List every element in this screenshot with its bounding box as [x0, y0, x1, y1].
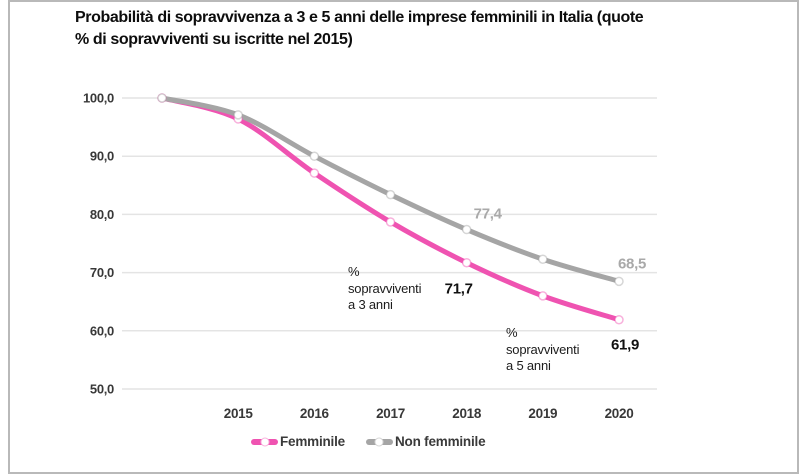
data-point-marker	[614, 276, 624, 287]
y-tick-label: 70,0	[90, 265, 114, 280]
point-label-68-5: 68,5	[618, 255, 646, 272]
y-tick-label: 100,0	[83, 91, 114, 106]
legend-item-femminile[interactable]: Femminile	[251, 434, 345, 449]
non-femminile-marker-icon	[374, 437, 384, 446]
non-femminile-line-icon	[365, 437, 393, 446]
femminile-marker-icon	[260, 437, 269, 446]
x-tick-label: 2020	[605, 406, 634, 421]
legend-label-femminile: Femminile	[280, 434, 345, 449]
x-tick-label: 2017	[376, 406, 405, 421]
series-line-non-femminile	[159, 95, 622, 284]
y-tick-label: 90,0	[90, 149, 114, 164]
chart-title: Probabilità di sopravvivenza a 3 e 5 ann…	[75, 9, 644, 48]
y-tick-label: 60,0	[90, 323, 114, 338]
data-point-marker	[614, 314, 624, 325]
point-label-61-9: 61,9	[611, 337, 639, 354]
legend-label-non-femminile: Non femminile	[394, 434, 486, 449]
x-tick-label: 2019	[528, 406, 557, 421]
data-point-marker	[385, 189, 396, 200]
x-tick-label: 2018	[452, 406, 482, 421]
data-point-marker	[385, 217, 396, 227]
data-point-marker	[538, 254, 548, 264]
annotation-survivors-3-years: % sopravviventi a 3 anni	[348, 264, 422, 312]
data-point-marker	[538, 291, 548, 301]
x-tick-label: 2016	[300, 406, 330, 421]
data-point-marker	[309, 168, 320, 178]
data-point-marker	[309, 151, 320, 161]
chart-legend: Femminile Non femminile	[251, 434, 486, 449]
femminile-line-icon	[251, 437, 278, 446]
x-tick-label: 2015	[224, 406, 254, 421]
data-point-marker	[461, 257, 472, 268]
annotation-survivors-5-years: % sopravviventi a 5 anni	[506, 325, 580, 373]
point-label-77-4: 77,4	[474, 206, 503, 223]
y-tick-label: 80,0	[90, 207, 114, 222]
data-point-marker	[157, 93, 167, 103]
y-tick-label: 50,0	[90, 382, 114, 397]
data-point-marker	[461, 224, 472, 235]
data-point-marker	[233, 110, 243, 120]
legend-item-non-femminile[interactable]: Non femminile	[365, 434, 486, 449]
point-label-71-7: 71,7	[445, 281, 473, 298]
